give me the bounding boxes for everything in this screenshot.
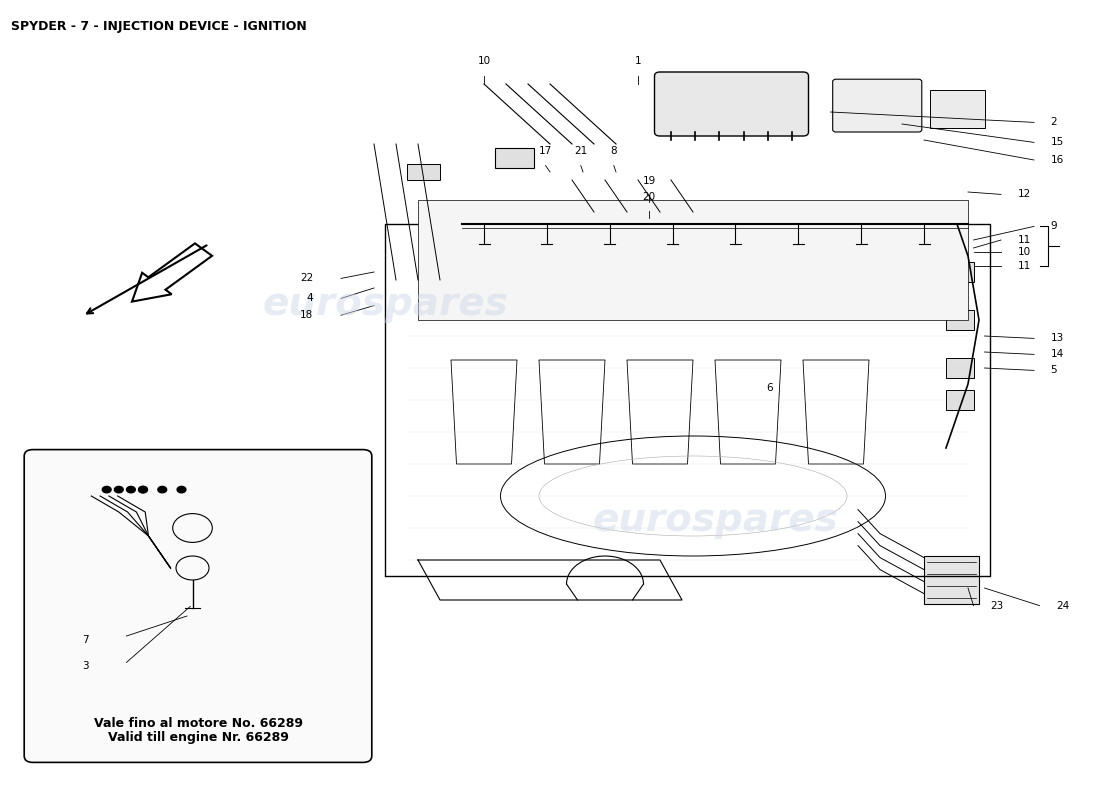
Text: 8: 8 xyxy=(610,146,617,156)
FancyBboxPatch shape xyxy=(833,79,922,132)
Text: 21: 21 xyxy=(574,146,587,156)
Text: 5: 5 xyxy=(1050,366,1057,375)
Bar xyxy=(495,148,534,168)
Text: 1: 1 xyxy=(635,56,641,66)
Text: 9: 9 xyxy=(1050,222,1057,231)
Bar xyxy=(946,358,974,378)
Text: 10: 10 xyxy=(1018,247,1031,257)
Text: 10: 10 xyxy=(477,56,491,66)
Circle shape xyxy=(139,486,147,493)
Circle shape xyxy=(102,486,111,493)
Polygon shape xyxy=(418,200,968,320)
Text: eurospares: eurospares xyxy=(109,566,232,586)
Text: 23: 23 xyxy=(990,601,1003,610)
Text: eurospares: eurospares xyxy=(592,501,838,539)
Text: 4: 4 xyxy=(307,294,314,303)
Circle shape xyxy=(114,486,123,493)
Text: 14: 14 xyxy=(1050,350,1064,359)
Text: 13: 13 xyxy=(1050,334,1064,343)
Text: 11: 11 xyxy=(1018,261,1031,270)
Text: 22: 22 xyxy=(300,274,313,283)
Text: 12: 12 xyxy=(1018,190,1031,199)
Text: Valid till engine Nr. 66289: Valid till engine Nr. 66289 xyxy=(108,731,288,744)
Bar xyxy=(946,390,974,410)
Text: 6: 6 xyxy=(767,383,773,393)
Text: 19: 19 xyxy=(642,176,656,186)
Text: 2: 2 xyxy=(1050,118,1057,127)
Text: 7: 7 xyxy=(82,635,89,645)
FancyBboxPatch shape xyxy=(654,72,808,136)
Circle shape xyxy=(139,486,147,493)
Bar xyxy=(924,556,979,604)
Text: 3: 3 xyxy=(82,662,89,671)
Text: 18: 18 xyxy=(300,310,313,320)
Bar xyxy=(930,90,984,128)
Text: 24: 24 xyxy=(1056,601,1069,610)
Circle shape xyxy=(177,486,186,493)
Text: 11: 11 xyxy=(1018,235,1031,245)
Text: Vale fino al motore No. 66289: Vale fino al motore No. 66289 xyxy=(94,717,302,730)
Text: 15: 15 xyxy=(1050,138,1064,147)
Circle shape xyxy=(126,486,135,493)
Text: 20: 20 xyxy=(642,192,656,202)
Text: eurospares: eurospares xyxy=(262,285,508,323)
Text: 16: 16 xyxy=(1050,155,1064,165)
Text: 17: 17 xyxy=(539,146,552,156)
Text: SPYDER - 7 - INJECTION DEVICE - IGNITION: SPYDER - 7 - INJECTION DEVICE - IGNITION xyxy=(11,20,307,33)
Bar xyxy=(407,164,440,180)
Bar xyxy=(946,262,974,282)
Circle shape xyxy=(158,486,167,493)
Bar xyxy=(946,310,974,330)
FancyBboxPatch shape xyxy=(24,450,372,762)
